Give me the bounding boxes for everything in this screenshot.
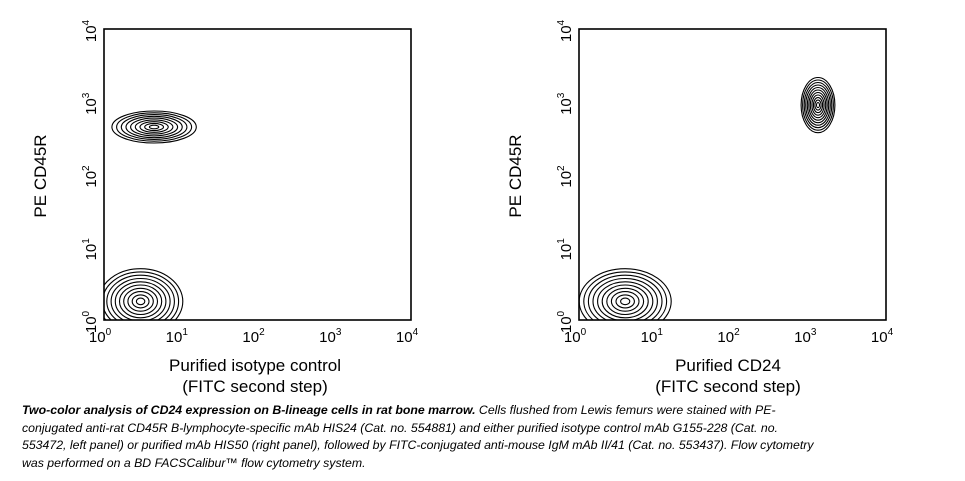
y-tick-label: 101 (556, 238, 575, 261)
x-axis-label-line1: Purified isotype control (169, 356, 341, 375)
x-tick-labels: 100 101 102 103 104 (89, 327, 419, 346)
contour-line (610, 291, 640, 312)
y-tick-label: 103 (556, 92, 575, 115)
contour-line (803, 81, 833, 129)
contour-line (125, 115, 183, 139)
x-tick-label: 104 (871, 327, 894, 346)
contour-line (134, 119, 174, 135)
y-tick-label: 100 (81, 310, 100, 333)
contour-line (800, 76, 836, 134)
y-tick-labels: 100 101 102 103 104 (556, 19, 575, 333)
contour-line (812, 97, 824, 114)
y-tick-label: 100 (556, 310, 575, 333)
contour-line (106, 274, 175, 320)
contour-lines (104, 110, 197, 320)
contour-line (131, 294, 150, 309)
y-tick-label: 103 (81, 92, 100, 115)
contour-line (606, 287, 645, 316)
contour-line (806, 86, 830, 124)
contour-line (116, 112, 193, 142)
contour-line (118, 284, 163, 319)
contour-line (139, 121, 169, 133)
figure-caption: Two-color analysis of CD24 expression on… (22, 402, 822, 472)
contour-line (104, 268, 184, 320)
contour-line (620, 297, 631, 306)
x-tick-labels: 100 101 102 103 104 (564, 327, 894, 346)
x-axis-label-line1: Purified CD24 (675, 356, 781, 375)
plot-frame (103, 28, 412, 321)
contour-line (597, 281, 654, 320)
contour-line (148, 124, 160, 130)
contour-line (114, 281, 167, 320)
left-contour-panel: 100 101 102 103 104 100 101 102 103 104 PE CD45R… (31, 19, 419, 396)
contour-line (587, 274, 663, 320)
contour-line (583, 271, 668, 320)
contour-line (579, 268, 672, 320)
y-axis-label: PE CD45R (31, 134, 50, 217)
flow-cytometry-figure: 100 101 102 103 104 100 101 102 103 104 PE CD45R… (31, 19, 894, 396)
right-contour-panel: 100 101 102 103 104 100 101 102 103 104 PE CD45R… (506, 19, 894, 396)
x-tick-label: 104 (396, 327, 419, 346)
y-tick-label: 104 (81, 19, 100, 42)
contour-lines (579, 76, 836, 320)
contour-line (805, 84, 831, 126)
plot-frame (578, 28, 887, 321)
contour-line (123, 287, 159, 316)
y-tick-label: 101 (81, 238, 100, 261)
y-tick-label: 104 (556, 19, 575, 42)
x-axis-label-line2: (FITC second step) (655, 377, 801, 396)
contour-line (811, 94, 825, 116)
contour-line (127, 291, 154, 312)
contour-line (615, 294, 635, 309)
x-tick-label: 101 (166, 327, 189, 346)
contour-line (110, 277, 171, 320)
contour-line (802, 79, 834, 131)
contour-line (104, 271, 180, 320)
contour-line (135, 297, 146, 306)
contour-line (144, 122, 165, 132)
contour-line (601, 284, 649, 319)
contour-line (809, 91, 827, 119)
y-tick-labels: 100 101 102 103 104 (81, 19, 100, 333)
contour-line (814, 99, 822, 111)
y-axis-label: PE CD45R (506, 134, 525, 217)
x-tick-label: 101 (641, 327, 664, 346)
contour-line (111, 110, 197, 144)
x-tick-label: 103 (319, 327, 342, 346)
x-axis-label-line2: (FITC second step) (182, 377, 328, 396)
x-tick-label: 103 (794, 327, 817, 346)
contour-line (592, 277, 658, 320)
contour-line (808, 89, 828, 121)
y-tick-label: 102 (556, 165, 575, 188)
y-tick-label: 102 (81, 165, 100, 188)
contour-line (120, 114, 188, 140)
caption-body: Cells flushed from Lewis femurs were sta… (22, 403, 814, 470)
contour-line (815, 102, 821, 109)
x-tick-label: 102 (717, 327, 740, 346)
caption-lead: Two-color analysis of CD24 expression on… (22, 403, 476, 417)
x-tick-label: 102 (242, 327, 265, 346)
contour-line (130, 117, 179, 137)
